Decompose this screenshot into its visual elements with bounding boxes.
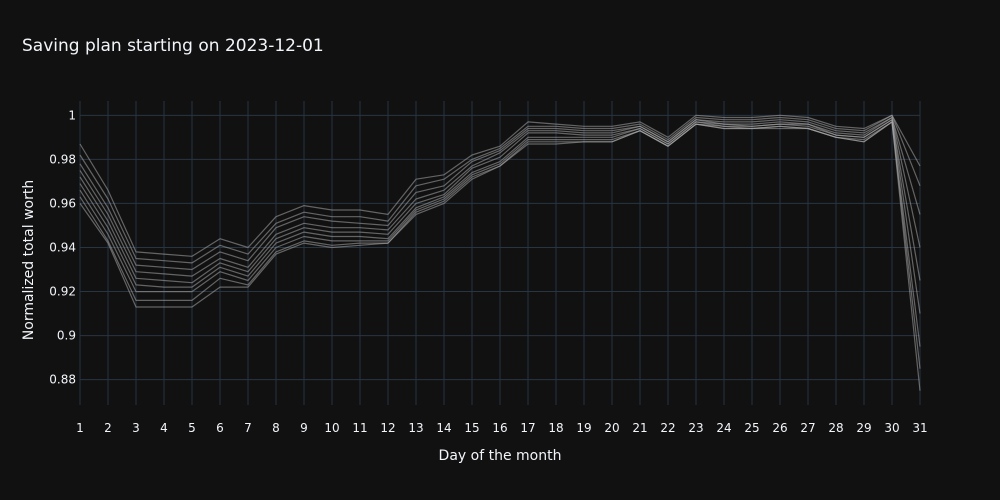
- x-tick-label: 10: [324, 421, 339, 435]
- x-tick-label: 23: [688, 421, 703, 435]
- x-tick-label: 24: [716, 421, 731, 435]
- x-tick-label: 29: [856, 421, 871, 435]
- series-line-3: [79, 116, 921, 271]
- x-tick-label: 9: [300, 421, 308, 435]
- x-tick-label: 14: [436, 421, 451, 435]
- x-tick-label: 8: [272, 421, 280, 435]
- x-tick-label: 11: [352, 421, 367, 435]
- y-tick-label: 1: [68, 108, 76, 122]
- y-tick-labels: 0.88 0.9 0.92 0.94 0.96 0.98 1: [49, 108, 76, 386]
- x-tick-label: 13: [408, 421, 423, 435]
- x-tick-label: 18: [548, 421, 563, 435]
- x-tick-label: 5: [188, 421, 196, 435]
- x-tick-label: 4: [160, 421, 168, 435]
- y-tick-label: 0.88: [49, 373, 76, 387]
- x-tick-label: 16: [492, 421, 507, 435]
- x-axis-label: Day of the month: [439, 448, 562, 464]
- x-tick-label: 6: [216, 421, 224, 435]
- y-tick-label: 0.92: [49, 285, 76, 299]
- x-tick-label: 2: [104, 421, 112, 435]
- x-tick-label: 21: [632, 421, 647, 435]
- y-axis-label: Normalized total worth: [21, 180, 37, 340]
- x-tick-label: 28: [828, 421, 843, 435]
- series-lines: [79, 114, 921, 391]
- series-line-1: [79, 114, 921, 257]
- x-tick-label: 15: [464, 421, 479, 435]
- x-tick-label: 31: [912, 421, 927, 435]
- x-tick-label: 7: [244, 421, 252, 435]
- y-tick-label: 0.96: [49, 196, 76, 210]
- x-tick-label: 20: [604, 421, 619, 435]
- y-tick-label: 0.9: [57, 329, 76, 343]
- series-line-2: [79, 114, 921, 264]
- x-tick-label: 25: [744, 421, 759, 435]
- x-tick-label: 22: [660, 421, 675, 435]
- x-tick-label: 30: [884, 421, 899, 435]
- x-tick-label: 3: [132, 421, 140, 435]
- x-tick-label: 12: [380, 421, 395, 435]
- x-tick-label: 17: [520, 421, 535, 435]
- x-tick-label: 27: [800, 421, 815, 435]
- x-tick-label: 1: [76, 421, 84, 435]
- x-tick-label: 26: [772, 421, 787, 435]
- chart-title: Saving plan starting on 2023-12-01: [22, 36, 324, 56]
- series-line-4: [79, 116, 921, 277]
- series-line-9: [79, 121, 921, 391]
- y-tick-label: 0.98: [49, 152, 76, 166]
- y-tick-label: 0.94: [49, 240, 76, 254]
- x-tick-labels: 1 2 3 4 5 6 7 8 9 10 11 12 13 14 15 16 17 18 19 20 21 22 23 24 2…: [76, 421, 927, 435]
- series-line-6: [79, 119, 921, 314]
- x-tick-label: 19: [576, 421, 591, 435]
